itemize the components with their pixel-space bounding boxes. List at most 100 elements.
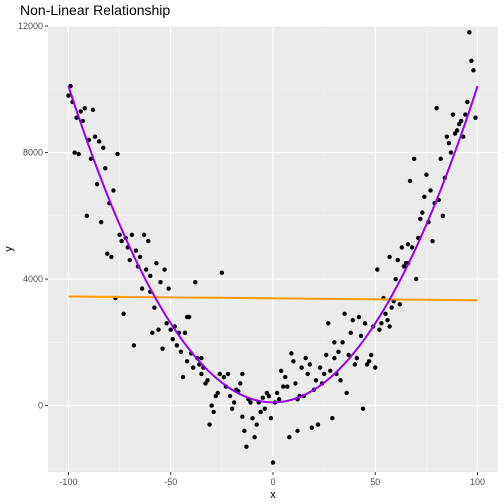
scatter-point: [467, 30, 472, 35]
scatter-point: [473, 115, 478, 120]
scatter-point: [262, 406, 268, 411]
scatter-point: [72, 150, 77, 155]
fit-lines: [67, 85, 479, 404]
scatter-point: [182, 330, 188, 336]
x-tick-label: 0: [270, 477, 275, 487]
scatter-point: [454, 128, 460, 133]
scatter-point: [162, 267, 167, 272]
scatter-point: [96, 139, 102, 144]
scatter-point: [78, 109, 83, 114]
scatter-point: [191, 365, 196, 370]
scatter-point: [109, 254, 114, 260]
scatter-point: [258, 409, 263, 415]
scatter-point: [103, 166, 108, 171]
scatter-point: [358, 333, 364, 339]
scatter-point: [332, 355, 337, 361]
scatter-point: [364, 362, 370, 367]
scatter-point: [409, 245, 415, 250]
scatter-point: [356, 314, 362, 320]
scatter-point: [287, 435, 292, 440]
scatter-point: [152, 305, 157, 310]
scatter-point: [446, 140, 452, 146]
scatter-point: [399, 245, 405, 250]
chart-title: Non-Linear Relationship: [20, 2, 171, 18]
scatter-point: [252, 435, 257, 440]
scatter-point: [366, 359, 372, 364]
scatter-point: [160, 346, 165, 351]
scatter-point: [133, 248, 139, 253]
scatter-point: [266, 393, 272, 399]
scatter-point: [158, 280, 163, 285]
scatter-point: [387, 324, 392, 329]
linear-fit-line: [68, 295, 478, 302]
scatter-point: [270, 460, 276, 465]
scatter-point: [285, 384, 290, 389]
scatter-point: [291, 359, 296, 364]
scatter-point: [289, 351, 294, 356]
scatter-point: [101, 145, 106, 150]
scatter-point: [225, 371, 231, 377]
scatter-point: [352, 362, 358, 367]
x-tick-label: -100: [59, 477, 77, 487]
scatter-point: [428, 188, 433, 193]
scatter-point: [148, 273, 153, 279]
scatter-point: [150, 330, 155, 336]
scatter-point: [346, 352, 351, 358]
scatter-point: [387, 254, 392, 260]
scatter-point: [238, 381, 243, 386]
scatter-point: [307, 362, 313, 367]
scatter-point: [395, 257, 400, 263]
scatter-point: [240, 414, 245, 419]
scatter-point: [461, 134, 466, 139]
y-tick-label: 12000: [18, 21, 43, 31]
scatter-point: [313, 378, 319, 383]
scatter-point: [330, 416, 335, 421]
scatter-point: [456, 121, 462, 127]
x-tick-label: 100: [470, 477, 485, 487]
scatter-point: [76, 151, 81, 157]
scatter-point: [219, 270, 225, 275]
scatter-point: [254, 422, 259, 427]
scatter-point: [340, 340, 345, 345]
scatter-point: [174, 343, 180, 348]
scatter-point: [94, 181, 100, 187]
scatter-point: [178, 349, 184, 355]
scatter-point: [397, 302, 403, 307]
scatter-point: [276, 397, 282, 402]
y-tick-label: 8000: [23, 148, 43, 158]
scatter-point: [211, 409, 216, 415]
y-axis-title: y: [3, 246, 15, 252]
scatter-point: [438, 156, 443, 162]
scatter-point: [424, 172, 429, 177]
x-axis: -100 -50 0 50 100: [59, 472, 485, 487]
scatter-point: [184, 359, 190, 364]
scatter-point: [360, 406, 366, 411]
scatter-point: [129, 232, 135, 237]
scatter-point: [221, 374, 227, 380]
x-axis-title: x: [270, 489, 276, 501]
y-tick-label: 0: [38, 401, 43, 411]
scatter-point: [199, 371, 204, 377]
scatter-point: [332, 340, 337, 345]
scatter-point: [166, 286, 171, 291]
scatter-point: [434, 106, 439, 111]
scatter-point: [328, 368, 333, 373]
scatter-point: [260, 395, 265, 400]
scatter-point: [121, 311, 126, 317]
scatter-point: [354, 355, 360, 361]
scatter-point: [342, 311, 347, 317]
scatter-point: [203, 381, 208, 386]
scatter-point: [227, 393, 233, 399]
scatter-point: [143, 267, 149, 272]
scatter-point: [240, 371, 245, 377]
scatter-point: [184, 314, 190, 320]
scatter-point: [393, 276, 398, 282]
y-axis: 0 4000 8000 12000: [18, 21, 48, 411]
scatter-point: [413, 276, 419, 282]
scatter-point: [146, 238, 151, 244]
scatter-point: [401, 264, 407, 269]
scatter-point: [90, 107, 96, 113]
scatter-point: [168, 327, 173, 332]
scatter-point: [315, 422, 321, 427]
